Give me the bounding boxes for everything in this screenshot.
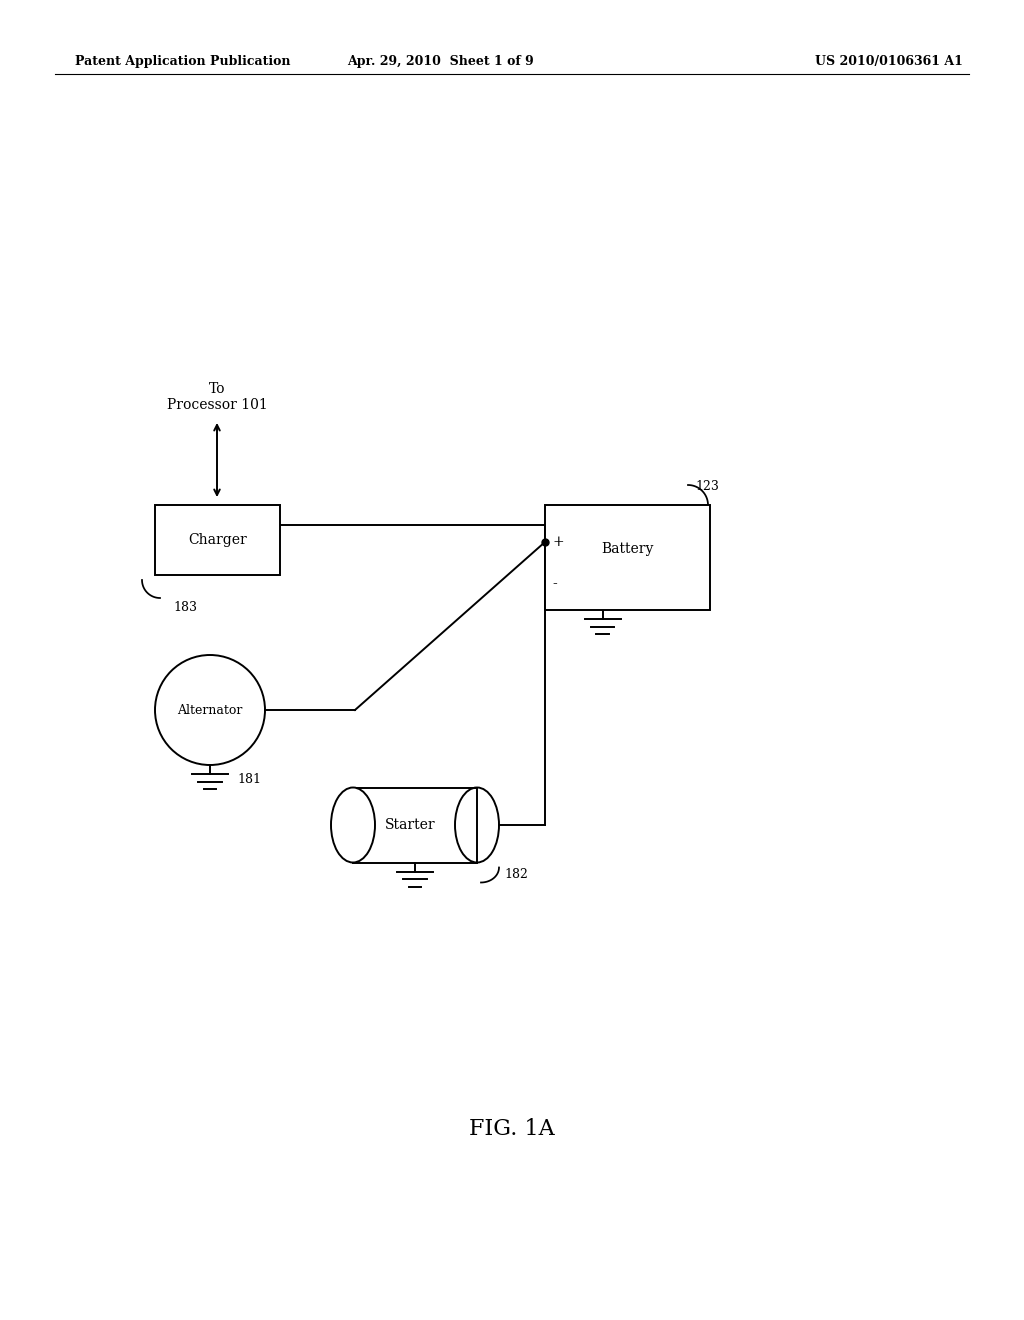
Text: Charger: Charger (188, 533, 247, 546)
Text: Apr. 29, 2010  Sheet 1 of 9: Apr. 29, 2010 Sheet 1 of 9 (347, 55, 534, 69)
Text: +: + (552, 535, 563, 549)
Text: Patent Application Publication: Patent Application Publication (75, 55, 291, 69)
Text: Battery: Battery (601, 543, 653, 557)
Text: -: - (552, 577, 557, 591)
Bar (545, 506, 710, 610)
Text: 181: 181 (238, 774, 261, 785)
Text: Starter: Starter (385, 818, 435, 832)
Ellipse shape (331, 788, 375, 862)
Text: FIG. 1A: FIG. 1A (469, 1118, 555, 1139)
Text: Alternator: Alternator (177, 704, 243, 717)
Text: 182: 182 (504, 867, 528, 880)
Bar (155, 506, 280, 576)
Text: 183: 183 (173, 601, 197, 614)
Text: US 2010/0106361 A1: US 2010/0106361 A1 (815, 55, 963, 69)
Text: 123: 123 (695, 480, 719, 492)
Bar (353, 788, 477, 862)
Text: To
Processor 101: To Processor 101 (167, 381, 267, 412)
